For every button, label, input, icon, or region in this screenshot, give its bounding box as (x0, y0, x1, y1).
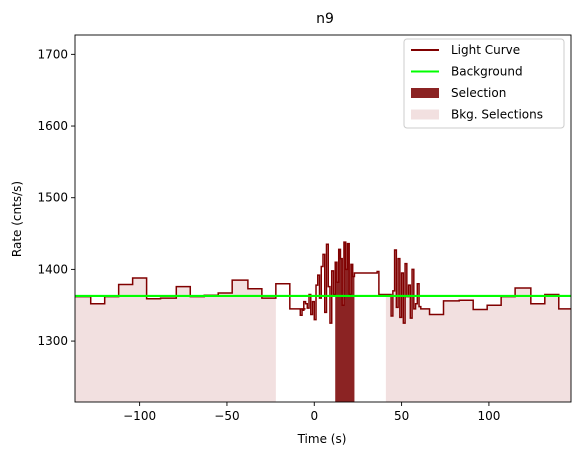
x-tick-label: 0 (310, 409, 318, 423)
y-tick-label: 1400 (37, 262, 68, 276)
legend-entry-label: Bkg. Selections (451, 108, 543, 122)
axes: −100 −50 0 50 100 1300 1400 1500 1600 1700 (37, 34, 572, 423)
legend-entry-label: Background (451, 65, 523, 79)
y-tick-label: 1500 (37, 191, 68, 205)
legend-box (403, 38, 565, 129)
x-tick-label: −100 (123, 409, 156, 423)
x-axis-label: Time (s) (297, 432, 347, 446)
selection-region (335, 242, 355, 402)
bkg-selection-region-1 (75, 277, 276, 402)
legend: Light Curve Background Selection Bkg. Selec… (403, 38, 565, 129)
x-tick-label: 100 (477, 409, 500, 423)
y-tick-label: 1600 (37, 119, 68, 133)
legend-entry-label: Selection (451, 86, 506, 100)
plot-area (75, 241, 571, 402)
plot-content (75, 241, 571, 402)
y-tick-label: 1300 (37, 334, 68, 348)
light-curve-line (75, 241, 571, 324)
legend-swatch (411, 88, 439, 98)
legend-entry-label: Light Curve (451, 43, 520, 57)
chart-title: n9 (316, 11, 334, 27)
x-tick-label: 50 (394, 409, 409, 423)
y-axis-label: Rate (cnts/s) (10, 181, 24, 257)
axes-frame (74, 34, 572, 403)
legend-swatch (411, 109, 439, 120)
x-tick-label: −50 (214, 409, 239, 423)
y-tick-label: 1700 (37, 47, 68, 61)
